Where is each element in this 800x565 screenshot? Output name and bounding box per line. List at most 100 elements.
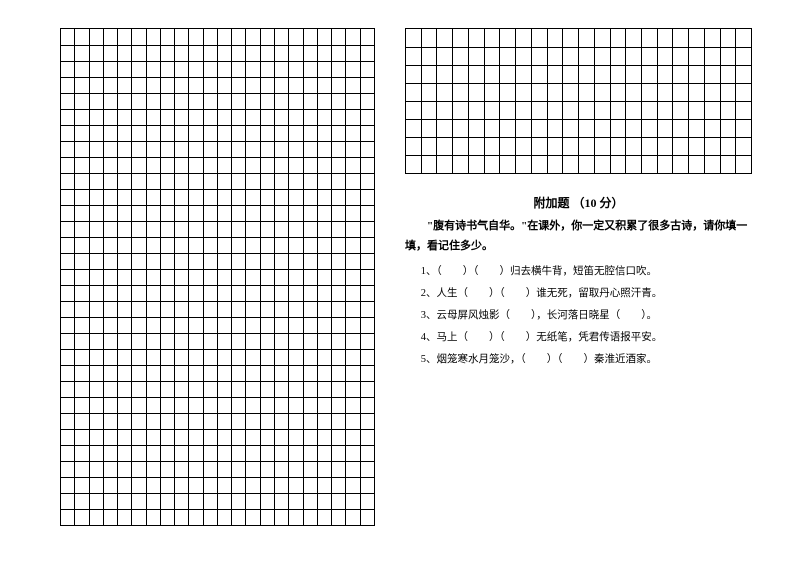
grid-cell [595, 156, 611, 173]
grid-cell [289, 462, 303, 477]
grid-cell [75, 350, 89, 365]
grid-cell [304, 302, 318, 317]
grid-cell [104, 366, 118, 381]
grid-cell [318, 254, 332, 269]
grid-cell [579, 29, 595, 47]
grid-cell [346, 366, 360, 381]
grid-row [61, 189, 374, 205]
grid-cell [189, 174, 203, 189]
grid-cell [275, 478, 289, 493]
grid-cell [563, 29, 579, 47]
grid-cell [246, 206, 260, 221]
grid-cell [90, 254, 104, 269]
grid-cell [161, 222, 175, 237]
grid-cell [189, 334, 203, 349]
grid-cell [147, 366, 161, 381]
grid-cell [275, 62, 289, 77]
grid-cell [118, 494, 132, 509]
grid-cell [104, 334, 118, 349]
grid-cell [332, 462, 346, 477]
grid-cell [189, 46, 203, 61]
grid-cell [147, 190, 161, 205]
grid-cell [189, 286, 203, 301]
grid-cell [61, 254, 75, 269]
grid-cell [406, 102, 422, 119]
grid-cell [132, 174, 146, 189]
grid-cell [485, 120, 501, 137]
grid-cell [104, 430, 118, 445]
grid-cell [673, 48, 689, 65]
grid-cell [261, 334, 275, 349]
grid-cell [161, 286, 175, 301]
writing-grid-small [405, 28, 752, 174]
grid-cell [485, 29, 501, 47]
grid-cell [304, 318, 318, 333]
grid-cell [246, 430, 260, 445]
grid-cell [332, 110, 346, 125]
grid-cell [332, 478, 346, 493]
grid-cell [61, 142, 75, 157]
grid-cell [132, 110, 146, 125]
grid-cell [611, 48, 627, 65]
grid-cell [161, 158, 175, 173]
grid-cell [318, 510, 332, 525]
grid-cell [736, 48, 751, 65]
grid-cell [75, 158, 89, 173]
grid-cell [361, 174, 374, 189]
grid-cell [304, 350, 318, 365]
grid-cell [232, 430, 246, 445]
grid-cell [304, 494, 318, 509]
grid-cell [90, 29, 104, 45]
grid-cell [289, 78, 303, 93]
grid-cell [189, 158, 203, 173]
grid-cell [318, 414, 332, 429]
grid-cell [304, 110, 318, 125]
grid-cell [75, 318, 89, 333]
grid-cell [189, 206, 203, 221]
grid-cell [104, 174, 118, 189]
grid-cell [189, 126, 203, 141]
grid-cell [304, 510, 318, 525]
grid-row [61, 109, 374, 125]
grid-cell [90, 62, 104, 77]
grid-cell [304, 254, 318, 269]
grid-cell [104, 302, 118, 317]
grid-cell [161, 126, 175, 141]
grid-cell [104, 510, 118, 525]
grid-cell [437, 66, 453, 83]
grid-cell [118, 382, 132, 397]
grid-cell [261, 206, 275, 221]
grid-cell [104, 254, 118, 269]
grid-cell [289, 126, 303, 141]
grid-cell [90, 222, 104, 237]
grid-cell [218, 29, 232, 45]
grid-cell [361, 158, 374, 173]
grid-cell [361, 62, 374, 77]
grid-cell [147, 382, 161, 397]
grid-cell [626, 120, 642, 137]
grid-cell [189, 254, 203, 269]
grid-cell [189, 94, 203, 109]
grid-cell [246, 350, 260, 365]
grid-cell [232, 270, 246, 285]
grid-cell [406, 84, 422, 101]
grid-cell [147, 398, 161, 413]
grid-cell [61, 350, 75, 365]
grid-cell [118, 270, 132, 285]
grid-cell [75, 478, 89, 493]
grid-cell [61, 302, 75, 317]
grid-cell [275, 382, 289, 397]
grid-row [61, 173, 374, 189]
grid-cell [175, 350, 189, 365]
grid-cell [232, 29, 246, 45]
grid-cell [658, 138, 674, 155]
grid-cell [90, 158, 104, 173]
grid-cell [104, 350, 118, 365]
grid-cell [61, 206, 75, 221]
grid-cell [406, 156, 422, 173]
grid-cell [147, 302, 161, 317]
grid-row [61, 381, 374, 397]
grid-cell [218, 126, 232, 141]
grid-cell [437, 84, 453, 101]
grid-cell [361, 302, 374, 317]
